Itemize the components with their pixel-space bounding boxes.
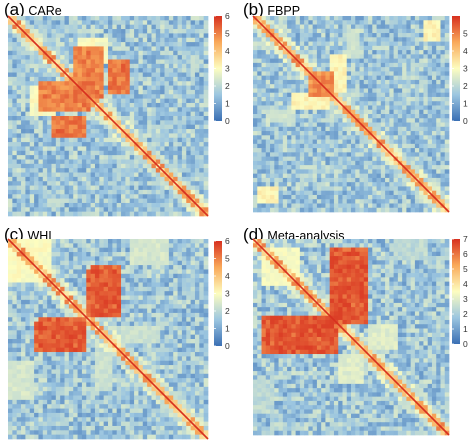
- colorbar-tick-label: 6: [225, 11, 230, 21]
- colorbar-tick-label: 2: [463, 309, 468, 319]
- colorbar-tick-label: 0: [225, 116, 230, 126]
- colorbar-tick-label: 4: [225, 271, 230, 281]
- colorbar: [214, 16, 222, 121]
- diagonal-line: [7, 238, 209, 440]
- heatmap-matrix: [253, 16, 450, 213]
- panel-a-label: (a) CARe: [4, 0, 62, 20]
- colorbar: [452, 16, 460, 121]
- panel-a-title: CARe: [28, 4, 62, 18]
- colorbar-tick-label: 5: [225, 254, 230, 264]
- panel-d-heatmap: 0 1 2 3 4 5 6 7: [252, 234, 468, 436]
- colorbar-tick-label: 5: [225, 29, 230, 39]
- colorbar-tick-label: 3: [463, 64, 468, 74]
- colorbar-tick-label: 1: [463, 324, 468, 334]
- colorbar-tick-label: 3: [225, 64, 230, 74]
- colorbar-tick-label: 6: [463, 249, 468, 259]
- colorbar-tick-label: 2: [463, 81, 468, 91]
- colorbar-tick-label: 6: [225, 236, 230, 246]
- colorbar-tick-label: 1: [225, 324, 230, 334]
- panel-b-letter: (b): [243, 0, 264, 19]
- colorbar-tick-label: 3: [225, 289, 230, 299]
- colorbar-tick-label: 2: [225, 81, 230, 91]
- panel-a-letter: (a): [4, 0, 25, 19]
- panel-b-label: (b) FBPP: [243, 0, 300, 20]
- panel-b-heatmap: 0 1 2 3 4 5: [252, 15, 468, 213]
- colorbar-tick-label: 0: [463, 339, 468, 349]
- heatmap-matrix: [8, 16, 209, 217]
- colorbar: [452, 239, 460, 344]
- colorbar: [214, 241, 222, 346]
- panel-a-heatmap: 0 1 2 3 4 5 6: [7, 11, 230, 217]
- colorbar-tick-label: 4: [225, 46, 230, 56]
- colorbar-tick-label: 4: [463, 46, 468, 56]
- heatmap-matrix: [8, 239, 209, 440]
- diagonal-line: [7, 15, 209, 217]
- panel-c-heatmap: 0 1 2 3 4 5 6: [7, 236, 230, 440]
- panel-b-title: FBPP: [267, 4, 301, 18]
- colorbar-tick-label: 1: [225, 99, 230, 109]
- colorbar-tick-label: 2: [225, 306, 230, 316]
- colorbar-tick-label: 5: [463, 264, 468, 274]
- panel-a: (a) CARe 0 1 2 3 4 5 6: [0, 0, 237, 221]
- colorbar-tick-label: 1: [463, 99, 468, 109]
- diagonal-line: [252, 15, 450, 213]
- panel-b: (b) FBPP 0 1 2 3 4 5: [237, 0, 474, 221]
- colorbar-tick-label: 0: [463, 116, 468, 126]
- colorbar-tick-label: 3: [463, 294, 468, 304]
- diagonal-line: [252, 238, 450, 436]
- colorbar-tick-label: 4: [463, 279, 468, 289]
- colorbar-tick-label: 5: [463, 29, 468, 39]
- colorbar-tick-label: 0: [225, 341, 230, 351]
- colorbar-tick-label: 7: [463, 234, 468, 244]
